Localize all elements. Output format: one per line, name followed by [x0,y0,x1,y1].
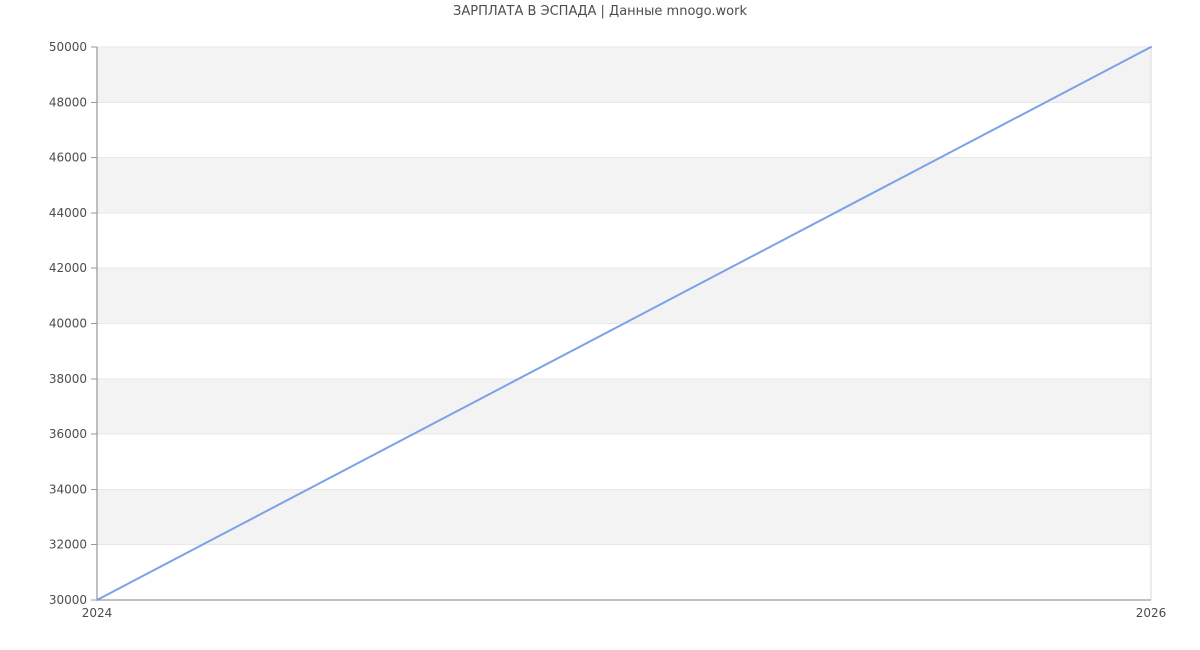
y-tick-label: 30000 [49,593,87,607]
plot-band [97,157,1151,213]
x-tick-label: 2026 [1136,606,1167,620]
plot-band [97,378,1151,435]
plot-band [97,489,1151,545]
chart-title: ЗАРПЛАТА В ЭСПАДА | Данные mnogo.work [453,4,747,19]
x-tick-label: 2024 [82,606,113,620]
y-tick-label: 46000 [49,151,87,165]
y-tick-label: 34000 [49,482,87,496]
y-tick-label: 40000 [49,317,87,331]
y-tick-label: 44000 [49,206,87,220]
y-tick-label: 48000 [49,95,87,109]
y-tick-label: 36000 [49,427,87,441]
salary-trend-line [96,46,1152,601]
plot-band [97,47,1151,103]
y-tick-label: 42000 [49,261,87,275]
y-tick-label: 32000 [49,538,87,552]
y-tick-label: 38000 [49,372,87,386]
plot-band [97,268,1151,324]
y-tick-label: 50000 [49,40,87,54]
